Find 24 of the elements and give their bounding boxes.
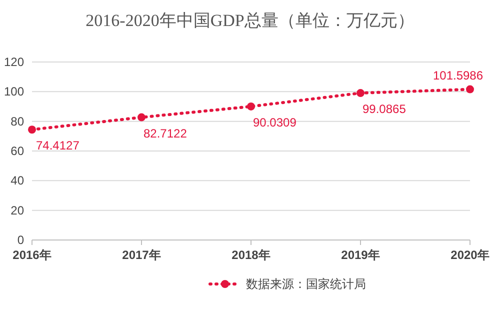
y-tick-label: 0 <box>17 233 24 247</box>
y-tick-label: 100 <box>4 84 24 99</box>
y-tick-label: 80 <box>10 114 24 128</box>
point <box>28 126 36 134</box>
data-label: 82.7122 <box>144 126 188 140</box>
point <box>356 89 364 98</box>
y-tick-label: 60 <box>10 144 24 158</box>
data-label: 99.0865 <box>362 102 406 116</box>
y-tick-label: 20 <box>10 203 24 218</box>
x-tick-label: 2018年 <box>232 248 270 262</box>
data-label: 74.4127 <box>36 138 80 153</box>
legend-label: 数据来源：国家统计局 <box>246 277 366 291</box>
point <box>138 113 146 122</box>
x-tick-label: 2020年 <box>450 248 490 262</box>
y-tick-label: 120 <box>4 55 24 69</box>
x-tick-label: 2017年 <box>122 248 161 262</box>
data-label: 90.0309 <box>253 115 297 130</box>
data-label: 101.5986 <box>432 68 484 82</box>
point <box>247 102 255 110</box>
y-tick-label: 40 <box>10 174 24 188</box>
x-tick-label: 2019年 <box>341 248 380 262</box>
chart-title: 2016-2020年中国GDP总量（单位：万亿元） <box>86 11 414 30</box>
x-tick-label: 2016年 <box>12 248 52 262</box>
point <box>466 85 474 94</box>
